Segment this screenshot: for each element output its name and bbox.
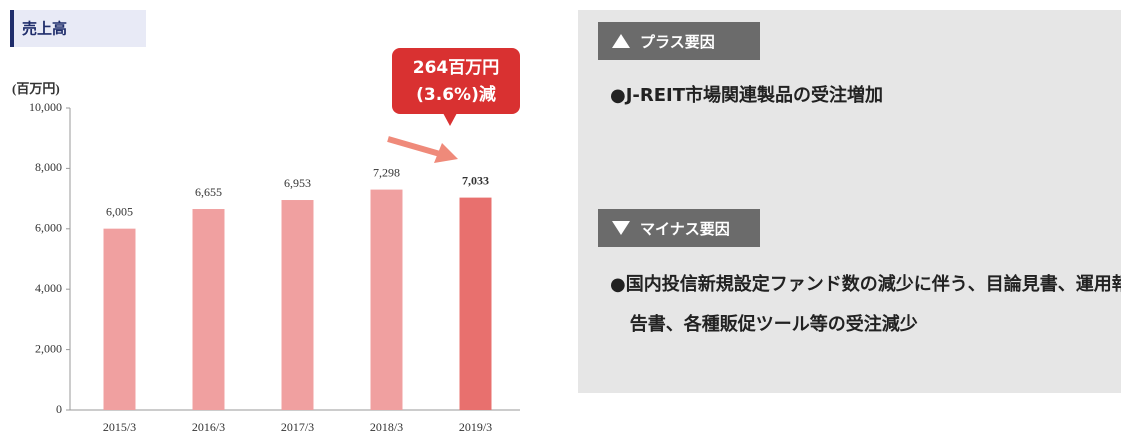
bar: [281, 200, 314, 410]
value-label: 6,953: [284, 176, 311, 190]
plus-heading: プラス要因: [640, 32, 715, 51]
annotation-pointer: [443, 113, 457, 126]
plus-heading-box: プラス要因: [598, 22, 760, 60]
y-tick-label: 4,000: [35, 281, 62, 295]
x-tick-label: 2015/3: [103, 420, 136, 434]
plus-item: ●J-REIT市場関連製品の受注増加: [610, 85, 884, 106]
bar: [459, 197, 492, 410]
x-tick-label: 2016/3: [192, 420, 225, 434]
factor-panel: プラス要因 ●J-REIT市場関連製品の受注増加 マイナス要因 ●国内投信新規設…: [578, 10, 1121, 393]
value-label: 6,005: [106, 204, 133, 218]
y-tick-label: 0: [56, 402, 62, 416]
up-triangle: [612, 34, 630, 48]
chart-title: 売上高: [22, 20, 67, 38]
bar: [370, 189, 403, 410]
annotation: 264百万円: [413, 58, 500, 78]
chart: 売上高 (百万円) 264百万円 (3.6%)減 0 2,000 4,000 6,00…: [10, 10, 520, 434]
arrow: [387, 136, 441, 157]
x-tick-label: 2019/3: [459, 420, 492, 434]
down-triangle: [612, 221, 630, 235]
y-tick-label: 2,000: [35, 341, 62, 355]
title-accent: [10, 10, 14, 47]
bar: [192, 209, 225, 410]
x-tick-label: 2018/3: [370, 420, 403, 434]
minus-heading-box: マイナス要因: [598, 209, 760, 247]
y-tick-label: 6,000: [35, 221, 62, 235]
annotation-box: [392, 48, 520, 114]
y-axis-label: (百万円): [12, 81, 60, 96]
minus-heading: マイナス要因: [640, 219, 730, 238]
title-box: [10, 10, 146, 47]
value-label: 7,298: [373, 165, 400, 179]
y-tick-label: 8,000: [35, 160, 62, 174]
arrow-head: [434, 143, 458, 163]
annotation: (3.6%)減: [416, 84, 496, 105]
y-tick-label: 10,000: [29, 100, 62, 114]
minus-item: ●国内投信新規設定ファンド数の減少に伴う、目論見書、運用報告書、各種販促ツール等…: [610, 274, 1121, 335]
x-tick-label: 2017/3: [281, 420, 314, 434]
value-label: 6,655: [195, 185, 222, 199]
value-label: 7,033: [462, 173, 489, 187]
bar: [103, 228, 136, 410]
